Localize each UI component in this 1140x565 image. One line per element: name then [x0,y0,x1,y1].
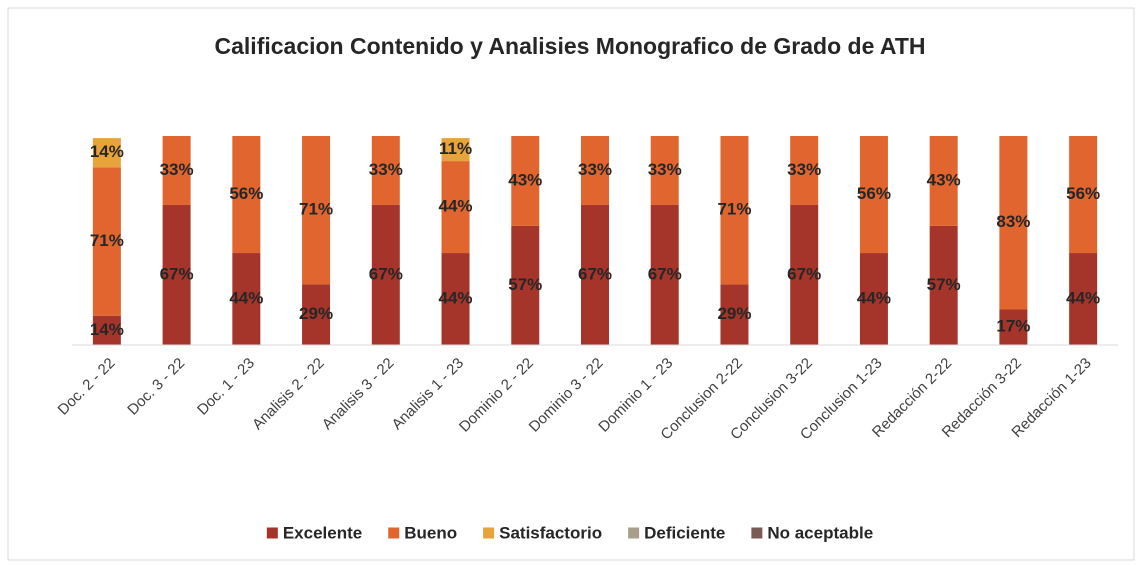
bar-segment [650,136,679,205]
data-label: 33% [160,160,194,179]
legend-item: Excelente [266,523,362,542]
bar-segment [581,204,609,345]
bar-segment [720,284,749,345]
data-label: 56% [229,184,263,203]
legend-swatch [751,527,763,539]
data-label: 67% [160,264,194,283]
data-label: 67% [369,264,403,283]
data-label: 29% [717,304,751,323]
data-label: 57% [508,275,542,294]
bar-segment [511,136,540,226]
legend-item: Bueno [388,523,457,542]
legend-swatch [266,527,278,539]
data-label: 83% [996,212,1030,231]
bar-segment [790,136,819,205]
data-label: 56% [857,184,891,203]
bar-segment [1069,253,1098,345]
data-label: 17% [996,317,1030,336]
data-label: 43% [508,170,542,189]
data-label: 11% [439,139,472,158]
legend-label: Excelente [283,523,362,542]
bar-segment [859,253,888,345]
data-label: 33% [369,160,403,179]
data-label: 33% [578,160,612,179]
bar-segment [999,136,1028,310]
bar-segment [859,136,888,254]
legend-label: Deficiente [644,523,725,542]
bar-segment [232,136,261,254]
legend-swatch [483,527,495,539]
data-label: 44% [439,197,473,216]
data-label: 56% [1066,184,1100,203]
data-label: 44% [1066,289,1100,308]
data-label: 67% [648,264,682,283]
bar-segment [232,253,261,345]
bar-segment [92,167,121,316]
data-label: 33% [787,160,821,179]
legend-label: Bueno [404,523,457,542]
data-label: 67% [578,264,612,283]
legend-item: No aceptable [751,523,873,542]
bar-segment [162,136,191,205]
data-label: 71% [90,231,124,250]
data-label: 44% [439,289,473,308]
bar-segment [441,138,470,162]
bar-segment [650,204,679,345]
bar-segment [162,204,191,345]
bar-segment [371,136,400,205]
data-label: 71% [717,200,751,219]
data-label: 67% [787,264,821,283]
data-label: 44% [857,289,891,308]
bar-segment [720,136,749,285]
bar-segment [929,136,958,226]
data-label: 71% [299,200,333,219]
bar-segment [302,136,331,285]
data-label: 14% [90,320,124,339]
data-label: 14% [90,142,124,161]
chart-title: Calificacion Contenido y Analisies Monog… [215,33,926,59]
bar-segment [441,253,470,345]
bar-segment [92,138,121,168]
bar-segment [302,284,331,345]
legend-label: Satisfactorio [499,523,602,542]
bar-segment [92,315,121,345]
bar-segment [790,204,819,345]
bar-segment [929,225,958,345]
legend-item: Deficiente [628,523,725,542]
data-label: 57% [927,275,961,294]
legend-swatch [628,527,640,539]
data-label: 29% [299,304,333,323]
bar-segment [441,161,470,254]
data-label: 43% [927,170,961,189]
legend-swatch [388,527,400,539]
bar-segment [999,309,1028,345]
data-label: 33% [648,160,682,179]
bar-segment [371,204,400,345]
bar-segment [1069,136,1098,254]
data-label: 44% [229,289,263,308]
bar-segment [581,136,609,205]
bar-segment [511,225,540,345]
legend-item: Satisfactorio [483,523,602,542]
legend-label: No aceptable [767,523,873,542]
